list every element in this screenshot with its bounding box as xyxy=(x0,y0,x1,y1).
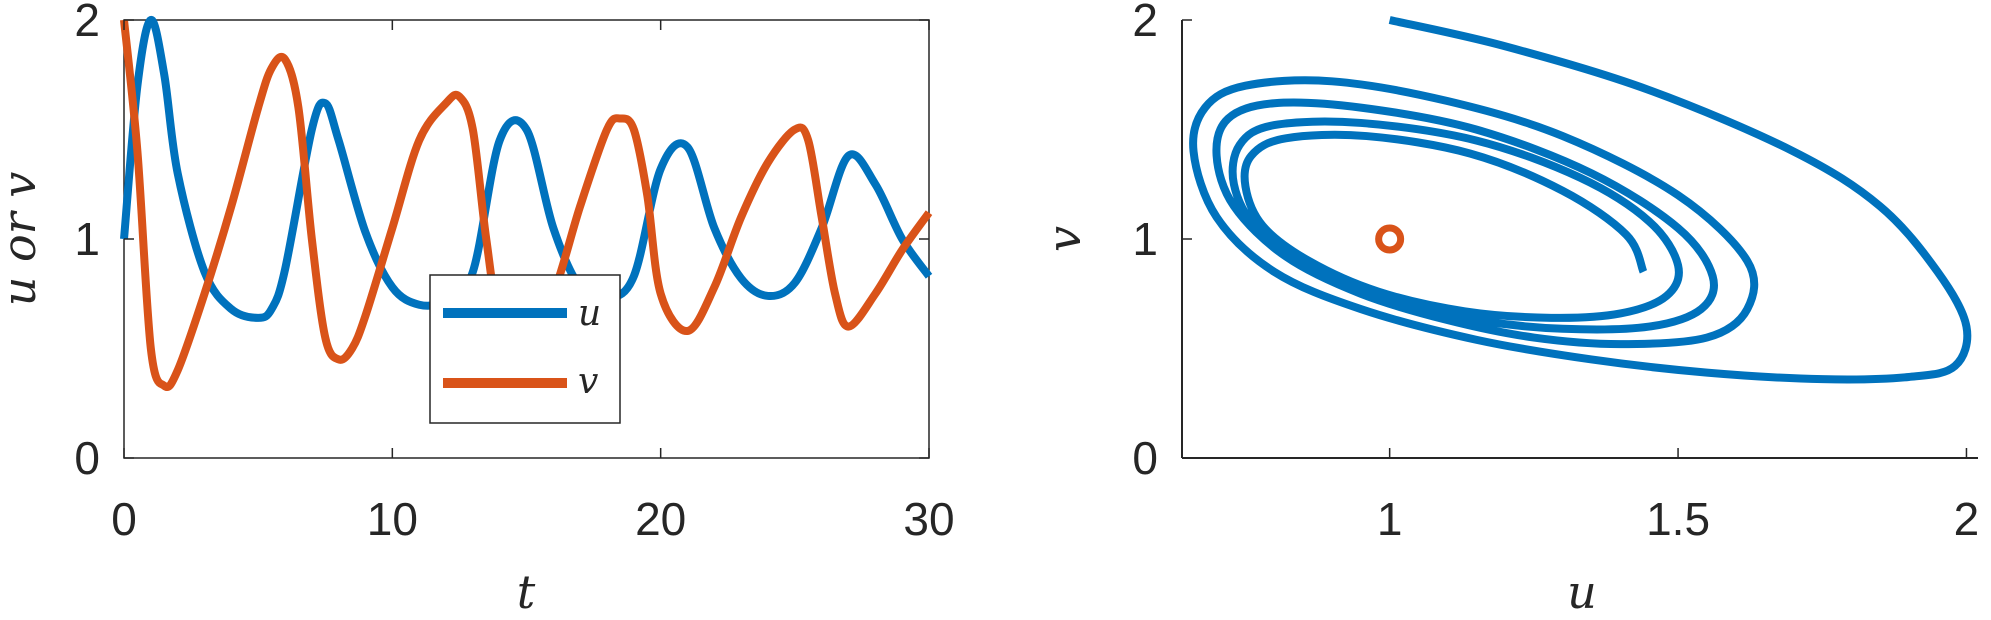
phase-trajectory xyxy=(1189,16,1972,384)
right-y-tick-label: 2 xyxy=(1132,0,1158,46)
legend-label-u: u xyxy=(578,293,601,334)
right-x-tick-label: 1 xyxy=(1377,493,1403,545)
right-panel: 1 1.5 2 0 1 2 u v xyxy=(1037,0,1979,619)
left-x-tick-label: 20 xyxy=(635,493,686,545)
right-y-axis-label: v xyxy=(1037,226,1091,252)
left-y-tick-label: 0 xyxy=(74,432,100,484)
left-x-tick-label: 30 xyxy=(903,493,954,545)
left-y-tick-label: 2 xyxy=(74,0,100,46)
left-ticks: 0 10 20 30 0 1 2 xyxy=(74,0,954,545)
right-x-tick-label: 1.5 xyxy=(1646,493,1710,545)
right-series-layer xyxy=(1189,16,1972,384)
left-y-tick-label: 1 xyxy=(74,213,100,265)
left-x-axis-label: t xyxy=(517,565,536,619)
left-x-tick-label: 10 xyxy=(367,493,418,545)
legend-box xyxy=(429,274,621,424)
right-ticks: 1 1.5 2 0 1 2 xyxy=(1132,0,1979,545)
right-x-axis-label: u xyxy=(1567,565,1597,619)
right-x-tick-label: 2 xyxy=(1954,493,1980,545)
legend: u v xyxy=(429,274,621,424)
right-y-tick-label: 0 xyxy=(1132,432,1158,484)
left-x-tick-label: 0 xyxy=(111,493,137,545)
right-y-tick-label: 1 xyxy=(1132,213,1158,265)
equilibrium-point xyxy=(1375,224,1405,254)
left-y-axis-label: u or v xyxy=(0,172,46,307)
series-line-v xyxy=(120,19,933,391)
legend-label-v: v xyxy=(578,361,598,402)
left-panel: 0 10 20 30 0 1 2 u v t u or v xyxy=(0,0,955,619)
